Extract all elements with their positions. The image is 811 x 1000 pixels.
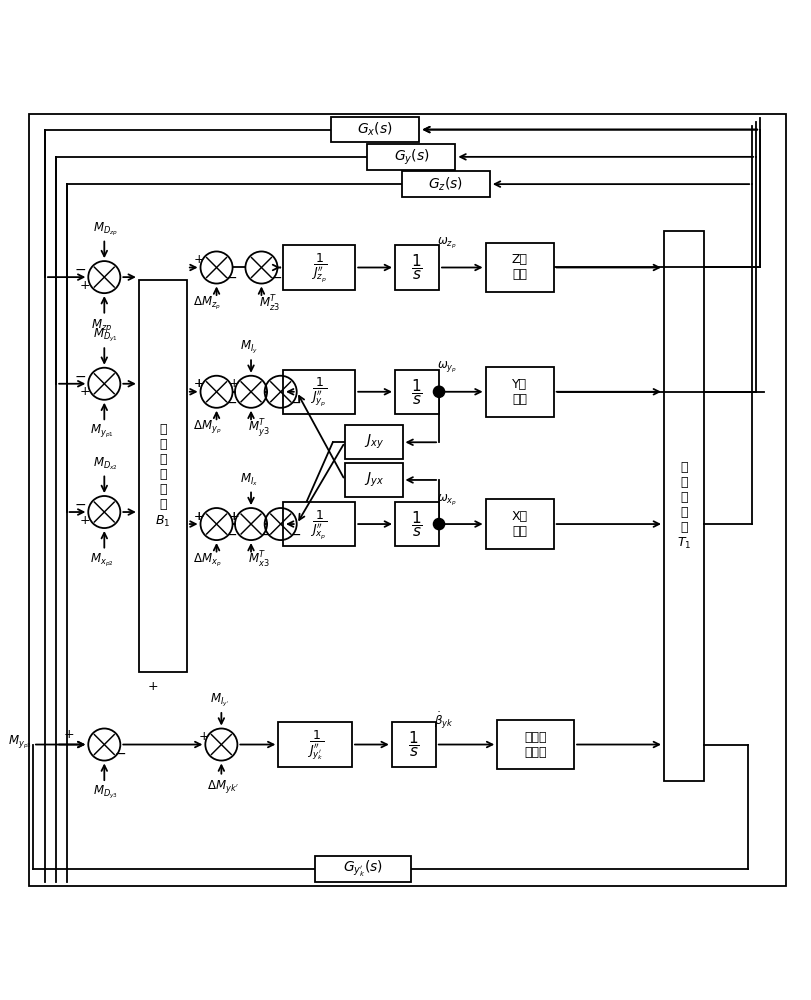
- Text: $+$: $+$: [147, 680, 158, 693]
- Text: $\dfrac{1}{J_{z_p}''}$: $\dfrac{1}{J_{z_p}''}$: [311, 251, 328, 284]
- Text: $G_{y_k'}(s)$: $G_{y_k'}(s)$: [343, 859, 384, 879]
- Text: $J_{yx}$: $J_{yx}$: [363, 471, 384, 489]
- Text: $\Delta M_{y_p}$: $\Delta M_{y_p}$: [193, 419, 221, 436]
- Text: $+$: $+$: [62, 728, 74, 741]
- Text: $-$: $-$: [270, 270, 282, 284]
- Text: $+$: $+$: [79, 279, 90, 292]
- Text: $\dfrac{1}{J_{y_p}''}$: $\dfrac{1}{J_{y_p}''}$: [311, 375, 328, 408]
- Text: $+$: $+$: [228, 510, 239, 523]
- Text: $G_x(s)$: $G_x(s)$: [358, 121, 393, 138]
- Text: $+$: $+$: [193, 510, 204, 523]
- Text: $\Delta M_{z_p}$: $\Delta M_{z_p}$: [193, 295, 221, 312]
- Text: Z陀
螺仪: Z陀 螺仪: [512, 253, 528, 281]
- Bar: [664, 231, 704, 781]
- Bar: [315, 856, 411, 882]
- Text: $M_{I_y}$: $M_{I_y}$: [240, 339, 259, 356]
- Text: $\dfrac{1}{J_{x_p}''}$: $\dfrac{1}{J_{x_p}''}$: [311, 508, 328, 541]
- Text: $\dfrac{1}{s}$: $\dfrac{1}{s}$: [411, 377, 423, 407]
- Text: $+$: $+$: [193, 253, 204, 266]
- Text: $\omega_{x_p}$: $\omega_{x_p}$: [437, 492, 457, 508]
- Circle shape: [433, 386, 444, 397]
- Text: $\omega_{z_p}$: $\omega_{z_p}$: [437, 236, 457, 251]
- Text: $+$: $+$: [79, 385, 90, 398]
- Text: $-$: $-$: [289, 527, 301, 541]
- Text: $M_{I_{y'}}$: $M_{I_{y'}}$: [210, 692, 230, 709]
- Text: $M_{D_{y1}}$: $M_{D_{y1}}$: [93, 327, 118, 344]
- Text: $M_{x3}^T$: $M_{x3}^T$: [248, 550, 270, 570]
- Text: $-$: $-$: [225, 394, 237, 408]
- Text: $M_{D_{x2}}$: $M_{D_{x2}}$: [93, 456, 118, 472]
- Bar: [486, 367, 554, 417]
- Text: $M_{D_{zp}}$: $M_{D_{zp}}$: [93, 220, 118, 238]
- Text: $M_{zp}$: $M_{zp}$: [92, 317, 113, 334]
- Bar: [331, 117, 419, 142]
- Text: $\Delta M_{x_p}$: $\Delta M_{x_p}$: [193, 552, 221, 569]
- Text: $M_{D_{y3}}$: $M_{D_{y3}}$: [93, 784, 118, 801]
- Text: $+$: $+$: [198, 730, 209, 743]
- Bar: [345, 425, 402, 459]
- Text: 空
间
解
耦
器
$T_1$: 空 间 解 耦 器 $T_1$: [676, 461, 691, 551]
- Text: $\dfrac{1}{s}$: $\dfrac{1}{s}$: [408, 730, 419, 759]
- Text: $-$: $-$: [114, 746, 127, 760]
- Text: $+$: $+$: [193, 510, 204, 523]
- Text: $M_{y_{p3}}$: $M_{y_{p3}}$: [8, 734, 32, 751]
- Bar: [283, 245, 355, 290]
- Text: $\dfrac{1}{J_{y_k'}''}$: $\dfrac{1}{J_{y_k'}''}$: [307, 728, 324, 762]
- Text: $M_{z3}^T$: $M_{z3}^T$: [259, 294, 280, 314]
- Bar: [395, 370, 439, 414]
- Text: 力
矩
变
换
矩
阵
$B_1$: 力 矩 变 换 矩 阵 $B_1$: [155, 423, 170, 529]
- Bar: [392, 722, 436, 767]
- Bar: [283, 370, 355, 414]
- Text: $\dfrac{1}{s}$: $\dfrac{1}{s}$: [411, 509, 423, 539]
- Bar: [486, 499, 554, 549]
- Text: X陀
螺仪: X陀 螺仪: [512, 510, 528, 538]
- Bar: [283, 502, 355, 546]
- Text: $G_y(s)$: $G_y(s)$: [393, 147, 429, 167]
- Text: $M_{y3}^T$: $M_{y3}^T$: [248, 417, 270, 439]
- Text: $G_z(s)$: $G_z(s)$: [428, 175, 463, 193]
- Bar: [497, 720, 574, 769]
- Bar: [345, 463, 402, 497]
- Bar: [367, 144, 456, 170]
- Bar: [395, 502, 439, 546]
- Text: $+$: $+$: [193, 377, 204, 390]
- Text: $-$: $-$: [74, 262, 86, 276]
- Bar: [401, 171, 490, 197]
- Bar: [278, 722, 352, 767]
- Text: $\dfrac{1}{s}$: $\dfrac{1}{s}$: [411, 253, 423, 282]
- Text: $-$: $-$: [225, 270, 237, 284]
- Text: $\omega_{y_p}$: $\omega_{y_p}$: [437, 360, 457, 375]
- Text: $J_{xy}$: $J_{xy}$: [363, 433, 384, 451]
- Text: 内环轴
角速率: 内环轴 角速率: [525, 731, 547, 759]
- Bar: [395, 245, 439, 290]
- Circle shape: [433, 518, 444, 530]
- Text: $+$: $+$: [193, 377, 204, 390]
- Text: $-$: $-$: [289, 394, 301, 408]
- Text: $M_{x_{p2}}$: $M_{x_{p2}}$: [90, 552, 114, 569]
- Text: $+$: $+$: [228, 377, 239, 390]
- Text: $-$: $-$: [260, 527, 272, 541]
- Text: $\dot{\beta}_{yk}$: $\dot{\beta}_{yk}$: [434, 710, 453, 731]
- Bar: [139, 280, 187, 672]
- Bar: [486, 243, 554, 292]
- Text: $-$: $-$: [225, 527, 237, 541]
- Text: $+$: $+$: [79, 514, 90, 527]
- Text: $\Delta M_{yk'}$: $\Delta M_{yk'}$: [207, 778, 239, 795]
- Text: $-$: $-$: [74, 369, 86, 383]
- Text: $-$: $-$: [74, 497, 86, 511]
- Text: $+$: $+$: [228, 510, 239, 523]
- Text: $M_{I_x}$: $M_{I_x}$: [240, 472, 259, 488]
- Text: Y陀
螺仪: Y陀 螺仪: [512, 378, 527, 406]
- Text: $M_{y_{p1}}$: $M_{y_{p1}}$: [90, 423, 114, 440]
